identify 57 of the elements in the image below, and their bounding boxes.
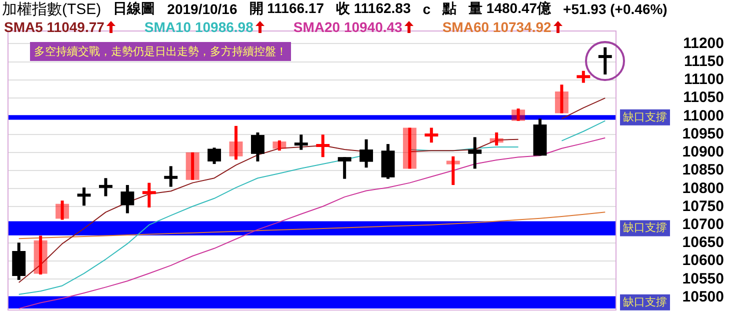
band-label: 缺口支撐	[623, 221, 667, 234]
chart-title: 加權指數(TSE)	[2, 0, 102, 18]
candlestick	[142, 182, 156, 208]
candlestick	[164, 166, 178, 187]
text: 量 1480.47億	[468, 0, 552, 18]
y-tick-label: 10550	[682, 270, 724, 288]
annotation: 多空持續交戰，走勢仍是日出走勢，多方持續控盤！	[30, 42, 291, 61]
candlestick	[120, 184, 134, 214]
candlestick	[316, 134, 330, 158]
candlestick	[56, 200, 70, 220]
candlestick	[446, 156, 460, 185]
candlestick	[229, 126, 243, 160]
candlestick	[186, 152, 200, 180]
candlestick	[576, 70, 590, 83]
candlestick	[598, 47, 612, 74]
y-tick-label: 10900	[682, 144, 724, 161]
candlestick	[554, 84, 568, 114]
band-label: 缺口支撐	[623, 295, 667, 308]
y-tick-label: 10500	[682, 288, 724, 306]
y-tick-label: 11000	[683, 107, 724, 124]
candlestick	[98, 178, 112, 196]
y-tick-label: 10800	[682, 180, 724, 197]
y-tick-label: 10950	[682, 125, 724, 142]
candlestick	[512, 108, 526, 121]
text: c	[422, 1, 431, 17]
y-tick-label: 11050	[683, 89, 724, 106]
candlestick	[360, 139, 374, 168]
candlestick	[294, 134, 308, 150]
y-tick-label: 11200	[683, 34, 724, 52]
y-tick-label: 10600	[682, 252, 724, 270]
text: 開 11166.17	[249, 0, 324, 18]
text: 日線圖	[113, 0, 156, 18]
y-tick-label: 11100	[684, 71, 724, 88]
y-tick-label: 10750	[682, 198, 724, 215]
text: 收 11162.83	[336, 0, 411, 18]
text: 2019/10/16	[167, 1, 238, 17]
text: SMA20 10940.43	[293, 19, 402, 35]
y-tick-label: 10700	[682, 216, 724, 233]
candlestick	[272, 140, 286, 151]
candlestick	[208, 148, 222, 164]
text: 點	[442, 0, 457, 18]
text: SMA10 10986.98	[144, 19, 254, 35]
y-tick-label: 10650	[682, 234, 724, 252]
text: +51.93 (+0.46%)	[563, 1, 668, 17]
y-tick-label: 10850	[682, 162, 724, 179]
candlestick	[402, 128, 416, 169]
candlestick	[34, 236, 48, 274]
candlestick	[468, 137, 482, 169]
candlestick	[77, 188, 91, 206]
text: SMA5 11049.77	[4, 19, 104, 35]
candlestick	[338, 157, 352, 179]
text: SMA60 10734.92	[442, 19, 552, 35]
candlestick	[424, 128, 438, 143]
candlestick	[250, 132, 264, 162]
band-label: 缺口支撐	[623, 110, 667, 124]
y-tick-label: 11150	[684, 52, 724, 70]
candlestick	[490, 132, 504, 146]
